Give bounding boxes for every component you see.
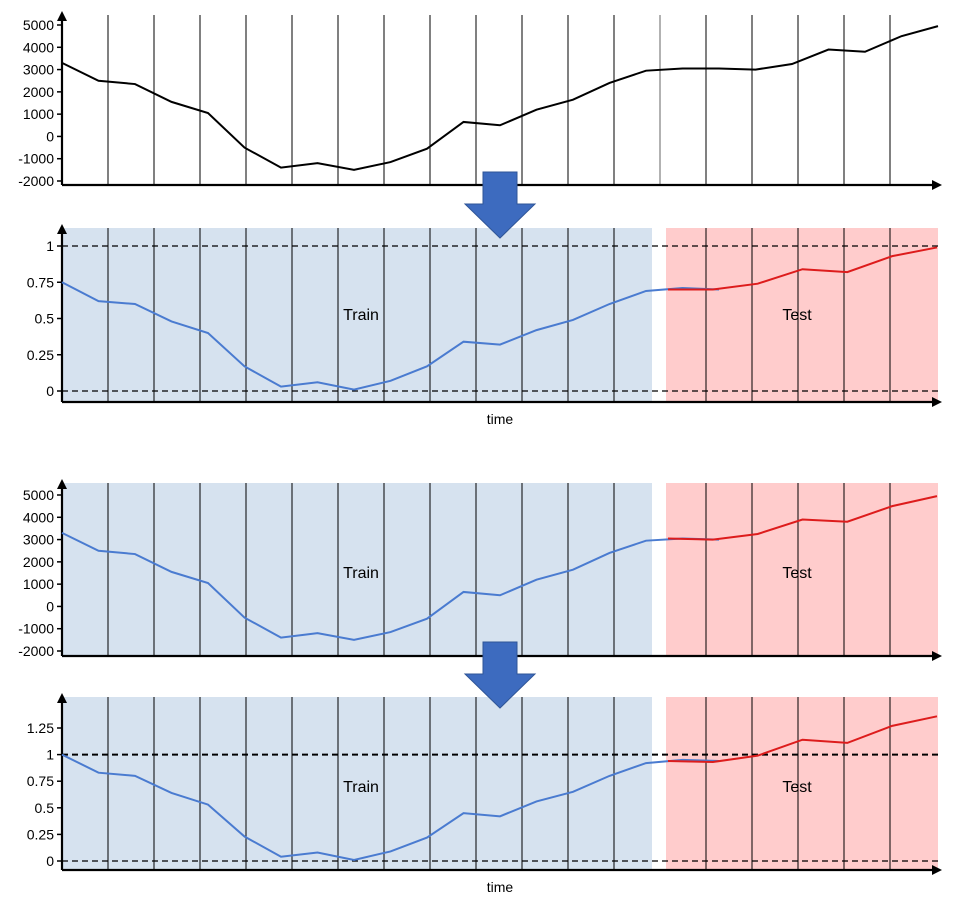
y-tick-label: 0.75 (27, 773, 54, 789)
y-tick-label: 0.25 (27, 347, 54, 363)
y-tick-label: 1000 (23, 576, 54, 592)
series-line-train (61, 281, 720, 391)
series-line-full (61, 25, 939, 171)
y-tick-label: 0.5 (35, 800, 55, 816)
y-tick-label: -2000 (18, 173, 54, 189)
train-region (62, 697, 652, 870)
test-label: Test (782, 779, 812, 796)
transform-arrow-1 (463, 171, 537, 239)
test-label: Test (782, 565, 812, 582)
x-axis-label: time (487, 411, 514, 427)
train-region (62, 483, 652, 656)
y-tick-label: 0 (46, 853, 54, 869)
x-axis-label: time (487, 879, 514, 895)
chart-panel-4: 1.25 1 0.75 0.5 0.25 0 Train Test time (27, 693, 942, 895)
test-region (666, 483, 938, 656)
y-tick-label: 0 (46, 128, 54, 144)
series-line-test (668, 246, 938, 291)
y-tick-label: 2000 (23, 84, 54, 100)
y-tick-label: -2000 (18, 643, 54, 659)
y-tick-label: 5000 (23, 17, 54, 33)
y-tick-label: 0 (46, 598, 54, 614)
chart-panel-3: 5000 4000 3000 2000 1000 0 -1000 -2000 Train Test (18, 479, 942, 661)
y-tick-label: 1 (46, 238, 54, 254)
y-tick-label: 0.25 (27, 826, 54, 842)
series-line-test (667, 715, 938, 764)
y-tick-label: 3000 (23, 62, 54, 78)
x-axis-arrowhead (932, 651, 942, 661)
y-tick-label: -1000 (18, 621, 54, 637)
y-tick-label: 1 (46, 747, 54, 763)
y-tick-label: 1000 (23, 106, 54, 122)
y-tick-label: 4000 (23, 39, 54, 55)
test-label: Test (782, 307, 812, 324)
chart-panel-2: 1 0.75 0.5 0.25 0 Train Test time (27, 224, 942, 427)
x-axis-arrowhead (932, 397, 942, 407)
y-tick-label: 3000 (23, 532, 54, 548)
transform-arrow-2 (463, 641, 537, 709)
y-axis-arrowhead (57, 224, 67, 234)
y-tick-label: 4000 (23, 509, 54, 525)
series-line-train (61, 753, 720, 861)
y-tick-label: 1.25 (27, 720, 54, 736)
y-tick-label: 0 (46, 383, 54, 399)
series-line-test (667, 495, 938, 541)
train-label: Train (343, 307, 379, 324)
x-axis-arrowhead (932, 865, 942, 875)
y-tick-label: 2000 (23, 554, 54, 570)
y-tick-label: 0.5 (35, 311, 55, 327)
y-tick-label: -1000 (18, 151, 54, 167)
y-axis-arrowhead (57, 479, 67, 489)
series-line-train (61, 531, 720, 641)
y-tick-label: 0.75 (27, 274, 54, 290)
y-axis-arrowhead (57, 693, 67, 703)
y-axis-arrowhead (57, 11, 67, 21)
train-label: Train (343, 779, 379, 796)
train-label: Train (343, 565, 379, 582)
y-tick-label: 5000 (23, 487, 54, 503)
chart-panel-1: 5000 4000 3000 2000 1000 0 -1000 -2000 (18, 11, 942, 190)
x-axis-arrowhead (932, 180, 942, 190)
